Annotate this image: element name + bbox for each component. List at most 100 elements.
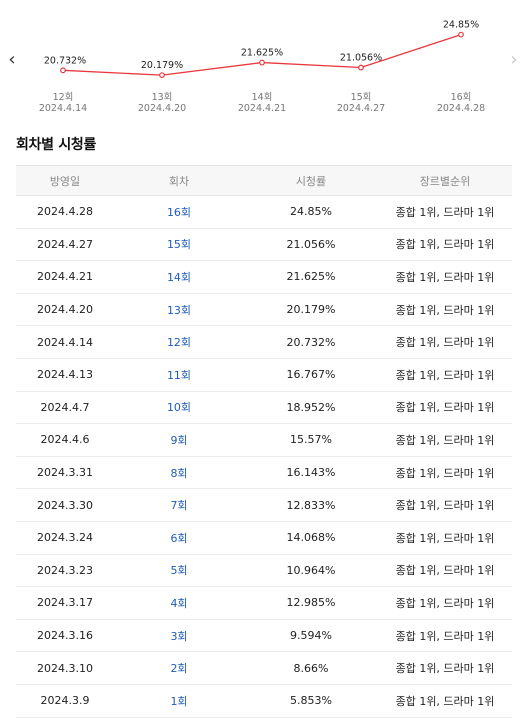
x-date-label: 2024.4.14 xyxy=(39,103,87,114)
table-row: 2024.3.16 3회 9.594% 종합 1위, 드라마 1위 xyxy=(16,620,512,653)
cell-rating: 10.964% xyxy=(286,563,336,577)
episode-link[interactable]: 12회 xyxy=(166,336,192,350)
episode-link[interactable]: 9회 xyxy=(170,433,188,447)
chevron-right-icon[interactable]: › xyxy=(510,49,518,70)
cell-rating: 8.66% xyxy=(293,661,329,675)
header-rating: 시청률 xyxy=(295,174,327,188)
data-point xyxy=(358,64,364,71)
table-row: 2024.4.28 16회 24.85% 종합 1위, 드라마 1위 xyxy=(16,196,512,229)
cell-rating: 16.767% xyxy=(286,368,336,382)
episode-link[interactable]: 3회 xyxy=(170,629,188,643)
data-label: 21.625% xyxy=(241,48,283,59)
episode-link[interactable]: 16회 xyxy=(166,205,192,219)
episode-link[interactable]: 2회 xyxy=(170,662,188,676)
episode-link[interactable]: 4회 xyxy=(170,596,188,610)
x-tick-label: 13회 xyxy=(152,92,173,103)
cell-rating: 24.85% xyxy=(290,205,332,219)
header-air-date: 방영일 xyxy=(49,174,81,188)
episode-link[interactable]: 8회 xyxy=(170,466,188,480)
cell-genre-rank: 종합 1위, 드라마 1위 xyxy=(395,401,495,415)
data-point xyxy=(159,72,165,79)
cell-air-date: 2024.3.31 xyxy=(37,466,93,480)
table-row: 2024.4.21 14회 21.625% 종합 1위, 드라마 1위 xyxy=(16,261,512,294)
table-row: 2024.4.27 15회 21.056% 종합 1위, 드라마 1위 xyxy=(16,229,512,262)
header-genre-rank: 장르별순위 xyxy=(419,174,471,188)
table-row: 2024.4.6 9회 15.57% 종합 1위, 드라마 1위 xyxy=(16,424,512,457)
table-row: 2024.4.20 13회 20.179% 종합 1위, 드라마 1위 xyxy=(16,294,512,327)
table-row: 2024.3.24 6회 14.068% 종합 1위, 드라마 1위 xyxy=(16,522,512,555)
table-row: 2024.3.30 7회 12.833% 종합 1위, 드라마 1위 xyxy=(16,489,512,522)
cell-rating: 18.952% xyxy=(286,400,336,414)
x-tick-label: 16회 xyxy=(451,92,472,103)
cell-genre-rank: 종합 1위, 드라마 1위 xyxy=(395,564,495,578)
table-body: 2024.4.28 16회 24.85% 종합 1위, 드라마 1위 2024.4.27… xyxy=(16,196,512,718)
cell-rating: 5.853% xyxy=(290,694,332,708)
table-row: 2024.4.13 11회 16.767% 종합 1위, 드라마 1위 xyxy=(16,359,512,392)
x-tick-label: 15회 xyxy=(351,92,372,103)
header-episode: 회차 xyxy=(168,174,190,188)
data-label: 20.732% xyxy=(44,55,86,66)
cell-air-date: 2024.3.17 xyxy=(37,596,93,610)
cell-genre-rank: 종합 1위, 드라마 1위 xyxy=(395,238,495,252)
episode-link[interactable]: 5회 xyxy=(170,564,188,578)
cell-air-date: 2024.3.10 xyxy=(37,661,93,675)
cell-genre-rank: 종합 1위, 드라마 1위 xyxy=(395,270,495,284)
episode-link[interactable]: 15회 xyxy=(166,238,192,252)
data-label: 24.85% xyxy=(443,20,479,31)
x-tick-label: 14회 xyxy=(252,92,273,103)
cell-genre-rank: 종합 1위, 드라마 1위 xyxy=(395,336,495,350)
cell-genre-rank: 종합 1위, 드라마 1위 xyxy=(395,694,495,708)
cell-rating: 21.056% xyxy=(286,237,336,251)
cell-genre-rank: 종합 1위, 드라마 1위 xyxy=(395,368,495,382)
cell-genre-rank: 종합 1위, 드라마 1위 xyxy=(395,662,495,676)
cell-air-date: 2024.3.23 xyxy=(37,563,93,577)
cell-air-date: 2024.4.28 xyxy=(37,205,93,219)
episode-link[interactable]: 1회 xyxy=(170,694,188,708)
cell-air-date: 2024.3.30 xyxy=(37,498,93,512)
episode-link[interactable]: 11회 xyxy=(166,368,192,382)
x-date-label: 2024.4.21 xyxy=(238,103,286,114)
episode-link[interactable]: 6회 xyxy=(170,531,188,545)
data-label: 20.179% xyxy=(141,60,183,71)
episode-ratings-table: 방영일 회차 시청률 장르별순위 2024.4.28 16회 24.85% 종합 1위… xyxy=(16,165,512,718)
cell-rating: 20.732% xyxy=(286,335,336,349)
cell-air-date: 2024.3.16 xyxy=(37,629,93,643)
episode-link[interactable]: 10회 xyxy=(166,401,192,415)
table-row: 2024.4.14 12회 20.732% 종합 1위, 드라마 1위 xyxy=(16,326,512,359)
chevron-left-icon[interactable]: ‹ xyxy=(8,49,16,70)
cell-air-date: 2024.4.27 xyxy=(37,237,93,251)
table-row: 2024.3.17 4회 12.985% 종합 1위, 드라마 1위 xyxy=(16,587,512,620)
cell-genre-rank: 종합 1위, 드라마 1위 xyxy=(395,303,495,317)
episode-link[interactable]: 14회 xyxy=(166,270,192,284)
cell-rating: 20.179% xyxy=(286,303,336,317)
table-header: 방영일 회차 시청률 장르별순위 xyxy=(16,166,512,196)
table-row: 2024.4.7 10회 18.952% 종합 1위, 드라마 1위 xyxy=(16,392,512,425)
cell-air-date: 2024.3.24 xyxy=(37,531,93,545)
episode-link[interactable]: 13회 xyxy=(166,303,192,317)
cell-air-date: 2024.4.14 xyxy=(37,335,93,349)
x-date-label: 2024.4.28 xyxy=(437,103,485,114)
cell-genre-rank: 종합 1위, 드라마 1위 xyxy=(395,596,495,610)
table-row: 2024.3.10 2회 8.66% 종합 1위, 드라마 1위 xyxy=(16,652,512,685)
cell-rating: 16.143% xyxy=(286,466,336,480)
data-point xyxy=(60,67,66,74)
cell-rating: 9.594% xyxy=(290,629,332,643)
cell-rating: 15.57% xyxy=(290,433,332,447)
data-label: 21.056% xyxy=(340,53,382,64)
section-title: 회차별 시청률 xyxy=(16,137,97,153)
episode-link[interactable]: 7회 xyxy=(170,499,188,513)
cell-rating: 14.068% xyxy=(286,531,336,545)
cell-genre-rank: 종합 1위, 드라마 1위 xyxy=(395,499,495,513)
cell-air-date: 2024.4.13 xyxy=(37,368,93,382)
cell-rating: 21.625% xyxy=(286,270,336,284)
x-tick-label: 12회 xyxy=(53,92,74,103)
table-row: 2024.3.9 1회 5.853% 종합 1위, 드라마 1위 xyxy=(16,685,512,718)
cell-rating: 12.985% xyxy=(286,596,336,610)
cell-rating: 12.833% xyxy=(286,498,336,512)
data-point xyxy=(458,31,464,38)
cell-genre-rank: 종합 1위, 드라마 1위 xyxy=(395,433,495,447)
cell-genre-rank: 종합 1위, 드라마 1위 xyxy=(395,629,495,643)
cell-air-date: 2024.4.6 xyxy=(40,433,90,447)
cell-air-date: 2024.4.20 xyxy=(37,303,93,317)
